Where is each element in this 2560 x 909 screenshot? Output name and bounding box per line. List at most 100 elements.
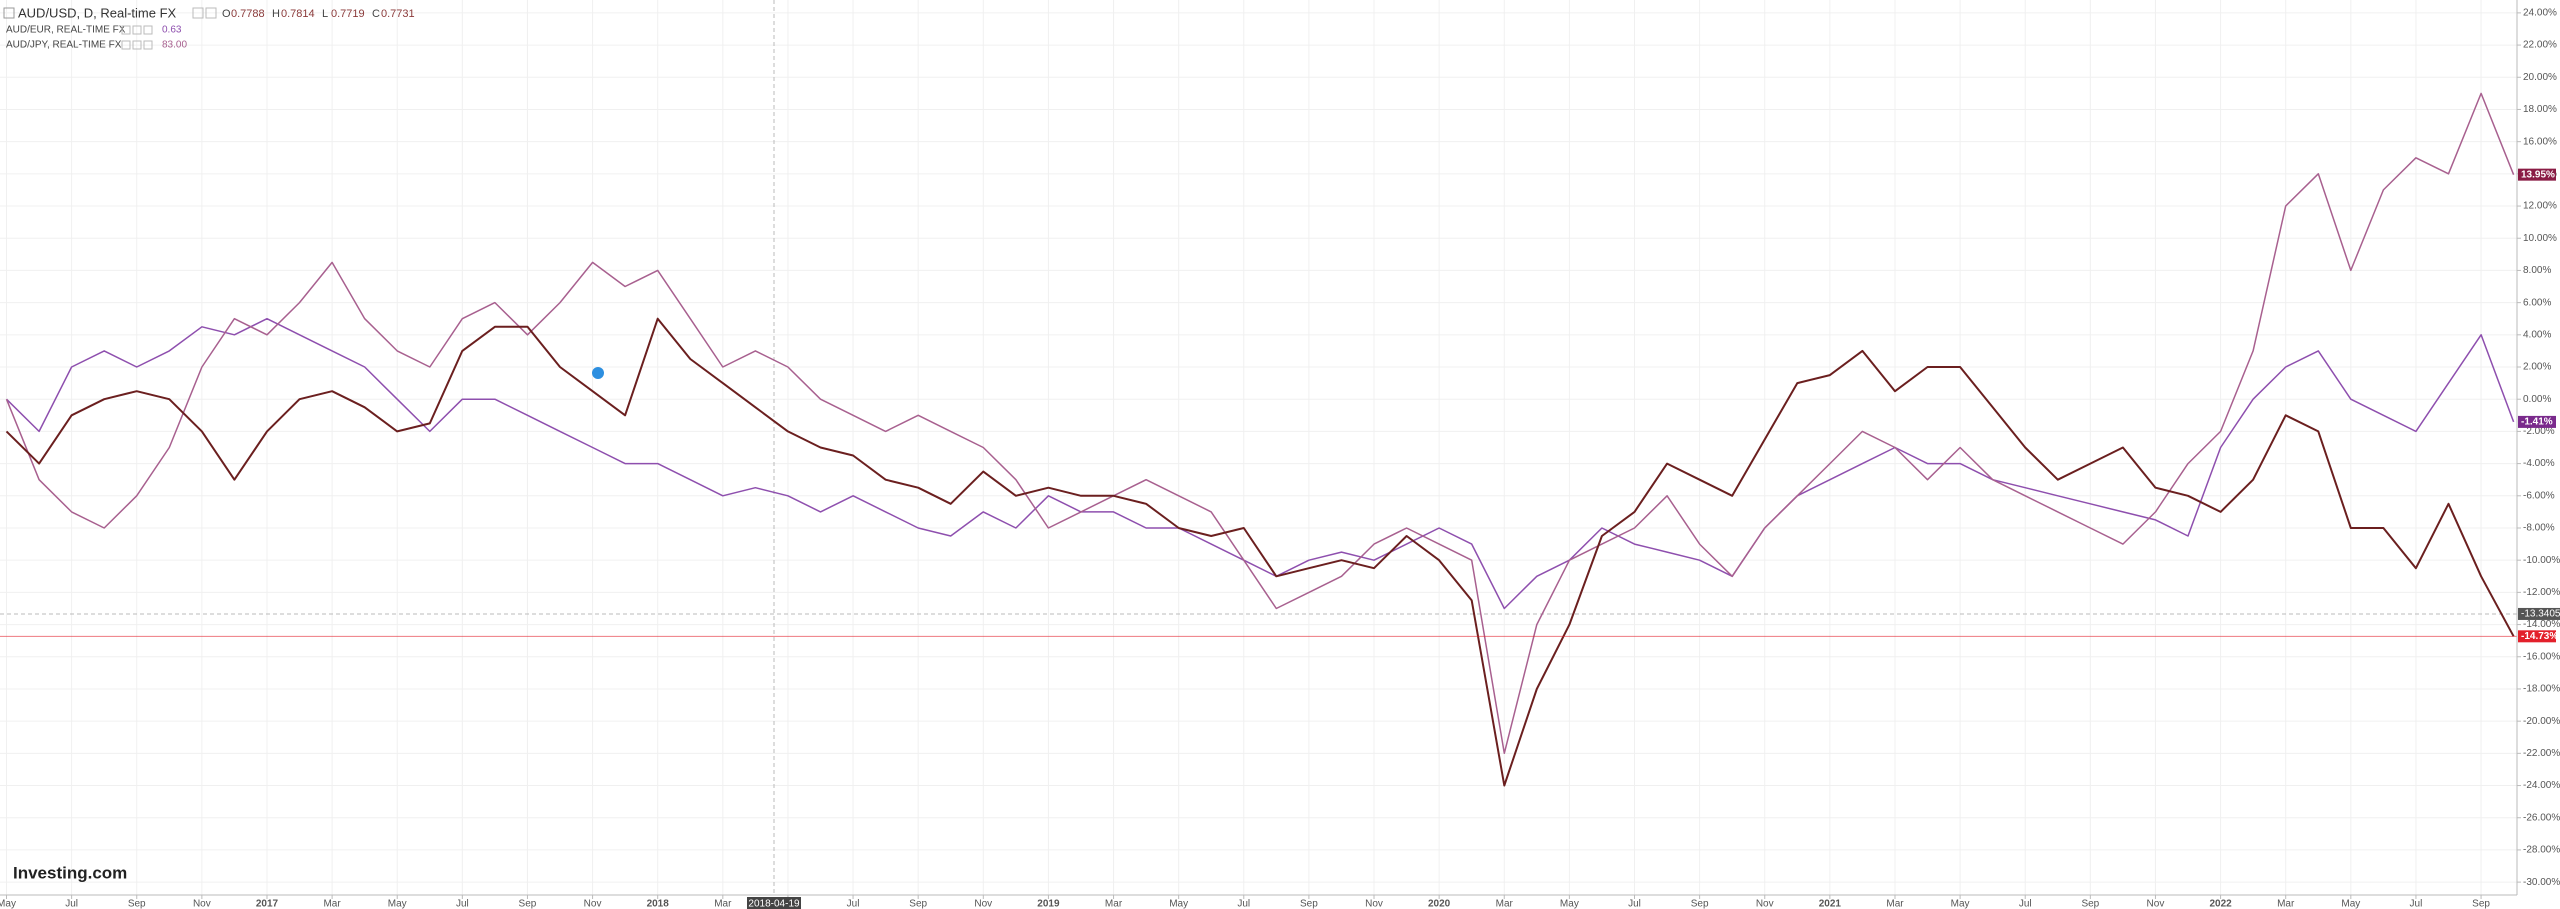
- x-tick-label: Jul: [456, 899, 469, 909]
- y-tick-label: -2.00%: [2523, 426, 2555, 437]
- value-label: 13.95%: [2521, 169, 2555, 180]
- x-tick-label: 2017: [256, 899, 279, 909]
- x-tick-label: Nov: [584, 899, 602, 909]
- value-badge: [2518, 630, 2556, 643]
- y-tick-label: 4.00%: [2523, 329, 2551, 340]
- ohlc-value: 0.7788: [231, 8, 265, 20]
- logo: Investing.com: [13, 863, 127, 882]
- crosshair-x-label: 2018-04-19: [748, 899, 800, 909]
- y-tick-label: 18.00%: [2523, 104, 2557, 115]
- legend-value: 83.00: [162, 40, 187, 51]
- x-tick-label: May: [1169, 899, 1188, 909]
- y-tick-label: -22.00%: [2523, 748, 2560, 759]
- x-tick-label: Sep: [909, 899, 927, 909]
- x-tick-label: May: [388, 899, 407, 909]
- ohlc-value: 0.7814: [281, 8, 315, 20]
- legend-icon: [121, 40, 131, 50]
- x-tick-label: Jul: [2410, 899, 2423, 909]
- ohlc-key: L: [322, 8, 328, 20]
- x-tick-label: Sep: [128, 899, 146, 909]
- y-tick-label: -4.00%: [2523, 458, 2555, 469]
- x-tick-label: Jul: [65, 899, 78, 909]
- ohlc-value: 0.7731: [381, 8, 415, 20]
- x-tick-label: Nov: [974, 899, 992, 909]
- legend-title: AUD/USD, D, Real-time FX: [18, 5, 177, 20]
- x-tick-label: Mar: [1496, 899, 1514, 909]
- legend-entry: AUD/EUR, REAL-TIME FX: [6, 25, 126, 36]
- ohlc-key: O: [222, 8, 231, 20]
- x-tick-label: Jul: [1237, 899, 1250, 909]
- y-tick-label: -12.00%: [2523, 587, 2560, 598]
- y-tick-label: 16.00%: [2523, 136, 2557, 147]
- legend: AUD/USD, D, Real-time FX O 0.7788 H 0.7814 L…: [3, 5, 415, 51]
- y-tick-label: 12.00%: [2523, 201, 2557, 212]
- x-tick-label: Sep: [2472, 899, 2490, 909]
- legend-value: 0.63: [162, 25, 182, 36]
- series-line: [5, 317, 2515, 610]
- y-tick-label: -20.00%: [2523, 716, 2560, 727]
- x-tick-label: Nov: [193, 899, 211, 909]
- x-tick-label: Nov: [2147, 899, 2165, 909]
- y-tick-label: 10.00%: [2523, 233, 2557, 244]
- y-tick-label: -10.00%: [2523, 555, 2560, 566]
- value-label: -1.41%: [2521, 417, 2553, 428]
- series-line: [5, 92, 2515, 755]
- x-tick-label: Sep: [1691, 899, 1709, 909]
- x-tick-label: 2019: [1037, 899, 1060, 909]
- ohlc-value: 0.7719: [331, 8, 365, 20]
- x-tick-label: May: [1951, 899, 1970, 909]
- y-tick-label: -14.00%: [2523, 619, 2560, 630]
- legend-icon: [143, 25, 153, 35]
- x-tick-label: 2021: [1819, 899, 1842, 909]
- legend-icon: [192, 7, 204, 19]
- ohlc-key: H: [272, 8, 280, 20]
- event-marker: [592, 367, 604, 379]
- x-tick-label: Sep: [1300, 899, 1318, 909]
- y-tick-label: 0.00%: [2523, 394, 2551, 405]
- x-tick-label: Nov: [1756, 899, 1774, 909]
- grid: [0, 0, 2517, 895]
- value-badge: [2518, 415, 2556, 428]
- y-tick-label: -28.00%: [2523, 845, 2560, 856]
- crosshair-x-badge: [747, 897, 801, 909]
- y-tick-label: -8.00%: [2523, 523, 2555, 534]
- y-tick-label: -16.00%: [2523, 651, 2560, 662]
- ohlc-key: C: [372, 8, 380, 20]
- x-tick-label: Mar: [1105, 899, 1123, 909]
- series-line: [5, 317, 2515, 787]
- value-badge: [2518, 168, 2556, 181]
- value-label: -14.73%: [2521, 631, 2558, 642]
- x-tick-label: Mar: [323, 899, 341, 909]
- legend-icon: [143, 40, 153, 50]
- y-tick-label: -24.00%: [2523, 780, 2560, 791]
- y-tick-label: -18.00%: [2523, 684, 2560, 695]
- x-tick-label: Mar: [714, 899, 732, 909]
- x-tick-label: Mar: [1886, 899, 1904, 909]
- legend-icon: [205, 7, 217, 19]
- crosshair-y-label: -13.3405: [2521, 609, 2560, 620]
- crosshair-y-badge: [2518, 607, 2560, 620]
- x-tick-label: Mar: [2277, 899, 2295, 909]
- x-tick-label: 2022: [2209, 899, 2232, 909]
- x-tick-label: Jul: [1628, 899, 1641, 909]
- x-tick-label: May: [1560, 899, 1579, 909]
- y-tick-label: 20.00%: [2523, 72, 2557, 83]
- y-tick-label: 6.00%: [2523, 297, 2551, 308]
- legend-icon: [132, 25, 142, 35]
- x-tick-label: May: [0, 899, 16, 909]
- x-tick-label: Jul: [847, 899, 860, 909]
- legend-icon: [121, 25, 131, 35]
- x-tick-label: Nov: [1365, 899, 1383, 909]
- y-tick-label: -26.00%: [2523, 812, 2560, 823]
- x-tick-label: Jul: [2019, 899, 2032, 909]
- y-tick-label: 22.00%: [2523, 40, 2557, 51]
- legend-entry: AUD/JPY, REAL-TIME FX: [6, 40, 122, 51]
- y-tick-label: 2.00%: [2523, 362, 2551, 373]
- plot: [0, 0, 2517, 895]
- x-tick-label: 2018: [647, 899, 670, 909]
- legend-icon: [3, 7, 15, 19]
- x-tick-label: Sep: [519, 899, 537, 909]
